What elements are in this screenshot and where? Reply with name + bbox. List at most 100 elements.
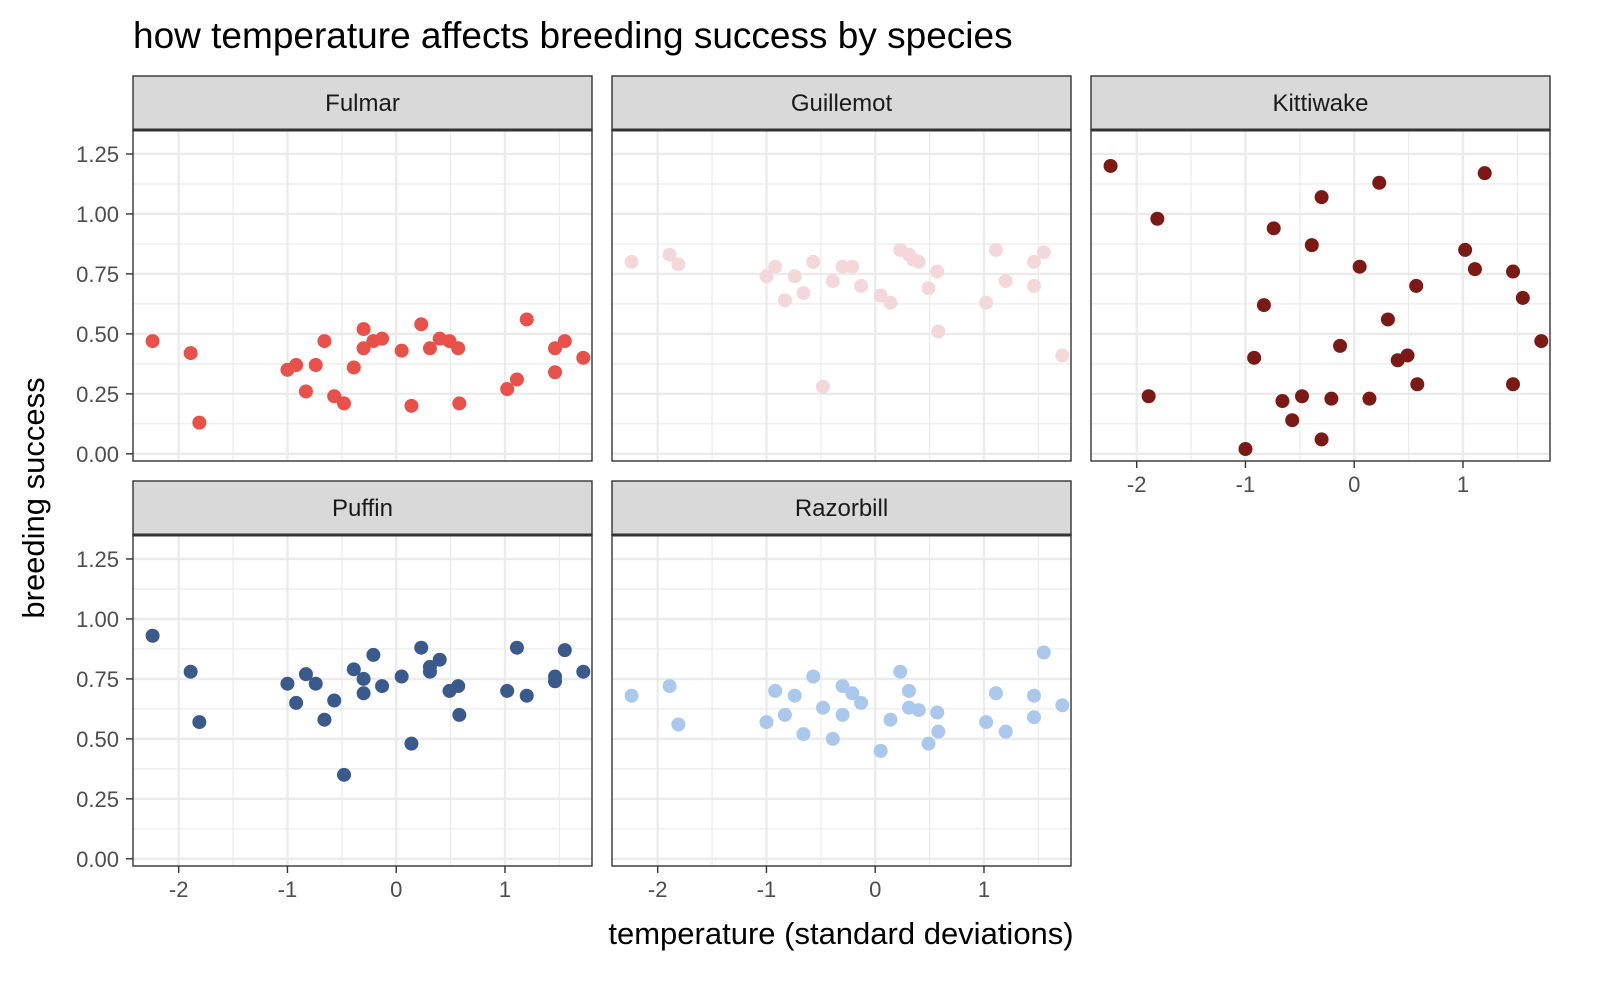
data-point-guillemot: [806, 254, 821, 269]
data-point-fulmar: [519, 312, 534, 327]
x-tick-label: 0: [390, 877, 402, 902]
data-point-guillemot: [883, 295, 898, 310]
x-tick-label: 1: [1457, 472, 1469, 497]
data-point-razorbill: [768, 683, 783, 698]
data-point-puffin: [280, 676, 295, 691]
data-point-razorbill: [825, 731, 840, 746]
data-point-guillemot: [1055, 348, 1070, 363]
data-point-razorbill: [883, 712, 898, 727]
x-axis-title: temperature (standard deviations): [608, 916, 1073, 951]
data-point-razorbill: [671, 717, 686, 732]
data-point-fulmar: [422, 341, 437, 356]
data-point-kittiwake: [1295, 389, 1310, 404]
data-point-guillemot: [816, 379, 831, 394]
data-point-guillemot: [825, 274, 840, 289]
data-point-puffin: [519, 688, 534, 703]
data-point-fulmar: [308, 358, 323, 373]
data-point-guillemot: [671, 257, 686, 272]
data-point-guillemot: [1027, 254, 1042, 269]
data-point-kittiwake: [1477, 166, 1492, 181]
data-point-puffin: [327, 693, 342, 708]
data-point-puffin: [356, 671, 371, 686]
x-tick-label: 1: [978, 877, 990, 902]
data-point-puffin: [394, 669, 409, 684]
data-point-razorbill: [854, 695, 869, 710]
data-point-guillemot: [845, 259, 860, 274]
data-point-fulmar: [356, 341, 371, 356]
facet-label-fulmar: Fulmar: [325, 90, 400, 117]
y-tick-label: 0.25: [76, 382, 119, 407]
data-point-razorbill: [901, 683, 916, 698]
data-point-fulmar: [337, 396, 352, 411]
x-tick-label: -1: [757, 877, 777, 902]
data-point-puffin: [548, 674, 563, 689]
data-point-fulmar: [509, 372, 524, 387]
data-point-guillemot: [1027, 278, 1042, 293]
data-point-guillemot: [835, 259, 850, 274]
data-point-fulmar: [346, 360, 361, 375]
data-point-puffin: [298, 667, 313, 682]
data-point-fulmar: [548, 365, 563, 380]
data-point-kittiwake: [1400, 348, 1415, 363]
data-point-guillemot: [624, 254, 639, 269]
data-point-fulmar: [414, 317, 429, 332]
data-point-fulmar: [183, 346, 198, 361]
y-axis-title: breeding success: [16, 377, 51, 618]
data-point-puffin: [145, 628, 160, 643]
y-tick-label: 1.00: [76, 607, 119, 632]
data-point-fulmar: [548, 341, 563, 356]
data-point-guillemot: [768, 259, 783, 274]
data-point-puffin: [422, 659, 437, 674]
data-point-razorbill: [806, 669, 821, 684]
data-point-kittiwake: [1285, 413, 1300, 428]
y-tick-label: 0.25: [76, 787, 119, 812]
data-point-razorbill: [835, 679, 850, 694]
data-point-kittiwake: [1238, 442, 1253, 457]
data-point-razorbill: [1027, 688, 1042, 703]
data-point-kittiwake: [1324, 391, 1339, 406]
x-tick-label: -2: [169, 877, 189, 902]
data-point-razorbill: [911, 703, 926, 718]
facet-label-guillemot: Guillemot: [791, 90, 893, 117]
facet-puffin: Puffin -2 -1 0 1 0.00 0.25 0.50 0.75 1.00 1.25: [76, 480, 593, 902]
y-tick-label: 1.25: [76, 547, 119, 572]
data-point-guillemot: [796, 286, 811, 301]
facet-label-puffin: Puffin: [332, 495, 393, 522]
data-point-kittiwake: [1247, 350, 1262, 365]
data-point-puffin: [337, 767, 352, 782]
data-point-kittiwake: [1458, 242, 1473, 257]
data-point-kittiwake: [1372, 175, 1387, 190]
data-point-puffin: [451, 679, 466, 694]
facet-label-kittiwake: Kittiwake: [1272, 90, 1368, 117]
chart-title: how temperature affects breeding success…: [133, 15, 1013, 56]
x-tick-label: 1: [499, 877, 511, 902]
data-point-fulmar: [375, 331, 390, 346]
facet-kittiwake: Kittiwake -2 -1 0 1: [1090, 75, 1551, 497]
data-point-fulmar: [557, 334, 572, 349]
data-point-puffin: [404, 736, 419, 751]
data-point-razorbill: [796, 727, 811, 742]
data-point-puffin: [509, 640, 524, 655]
data-point-guillemot: [979, 295, 994, 310]
data-point-fulmar: [192, 415, 207, 430]
data-point-kittiwake: [1409, 278, 1424, 293]
data-point-razorbill: [777, 707, 792, 722]
data-point-razorbill: [931, 724, 946, 739]
data-point-kittiwake: [1314, 190, 1329, 205]
facet-razorbill: Razorbill -2 -1 0 1: [611, 480, 1072, 902]
y-tick-label: 0.75: [76, 262, 119, 287]
data-point-puffin: [317, 712, 332, 727]
x-tick-label: 0: [869, 877, 881, 902]
data-point-puffin: [375, 679, 390, 694]
facet-panels: Fulmar 0.00 0.25 0.50 0.75 1.00 1.25 Guillemot K…: [76, 75, 1551, 902]
data-point-kittiwake: [1506, 377, 1521, 392]
data-point-puffin: [557, 643, 572, 658]
data-point-kittiwake: [1410, 377, 1425, 392]
data-point-guillemot: [854, 278, 869, 293]
data-point-puffin: [192, 715, 207, 730]
data-point-puffin: [432, 652, 447, 667]
data-point-razorbill: [845, 686, 860, 701]
data-point-puffin: [183, 664, 198, 679]
data-point-fulmar: [356, 322, 371, 337]
